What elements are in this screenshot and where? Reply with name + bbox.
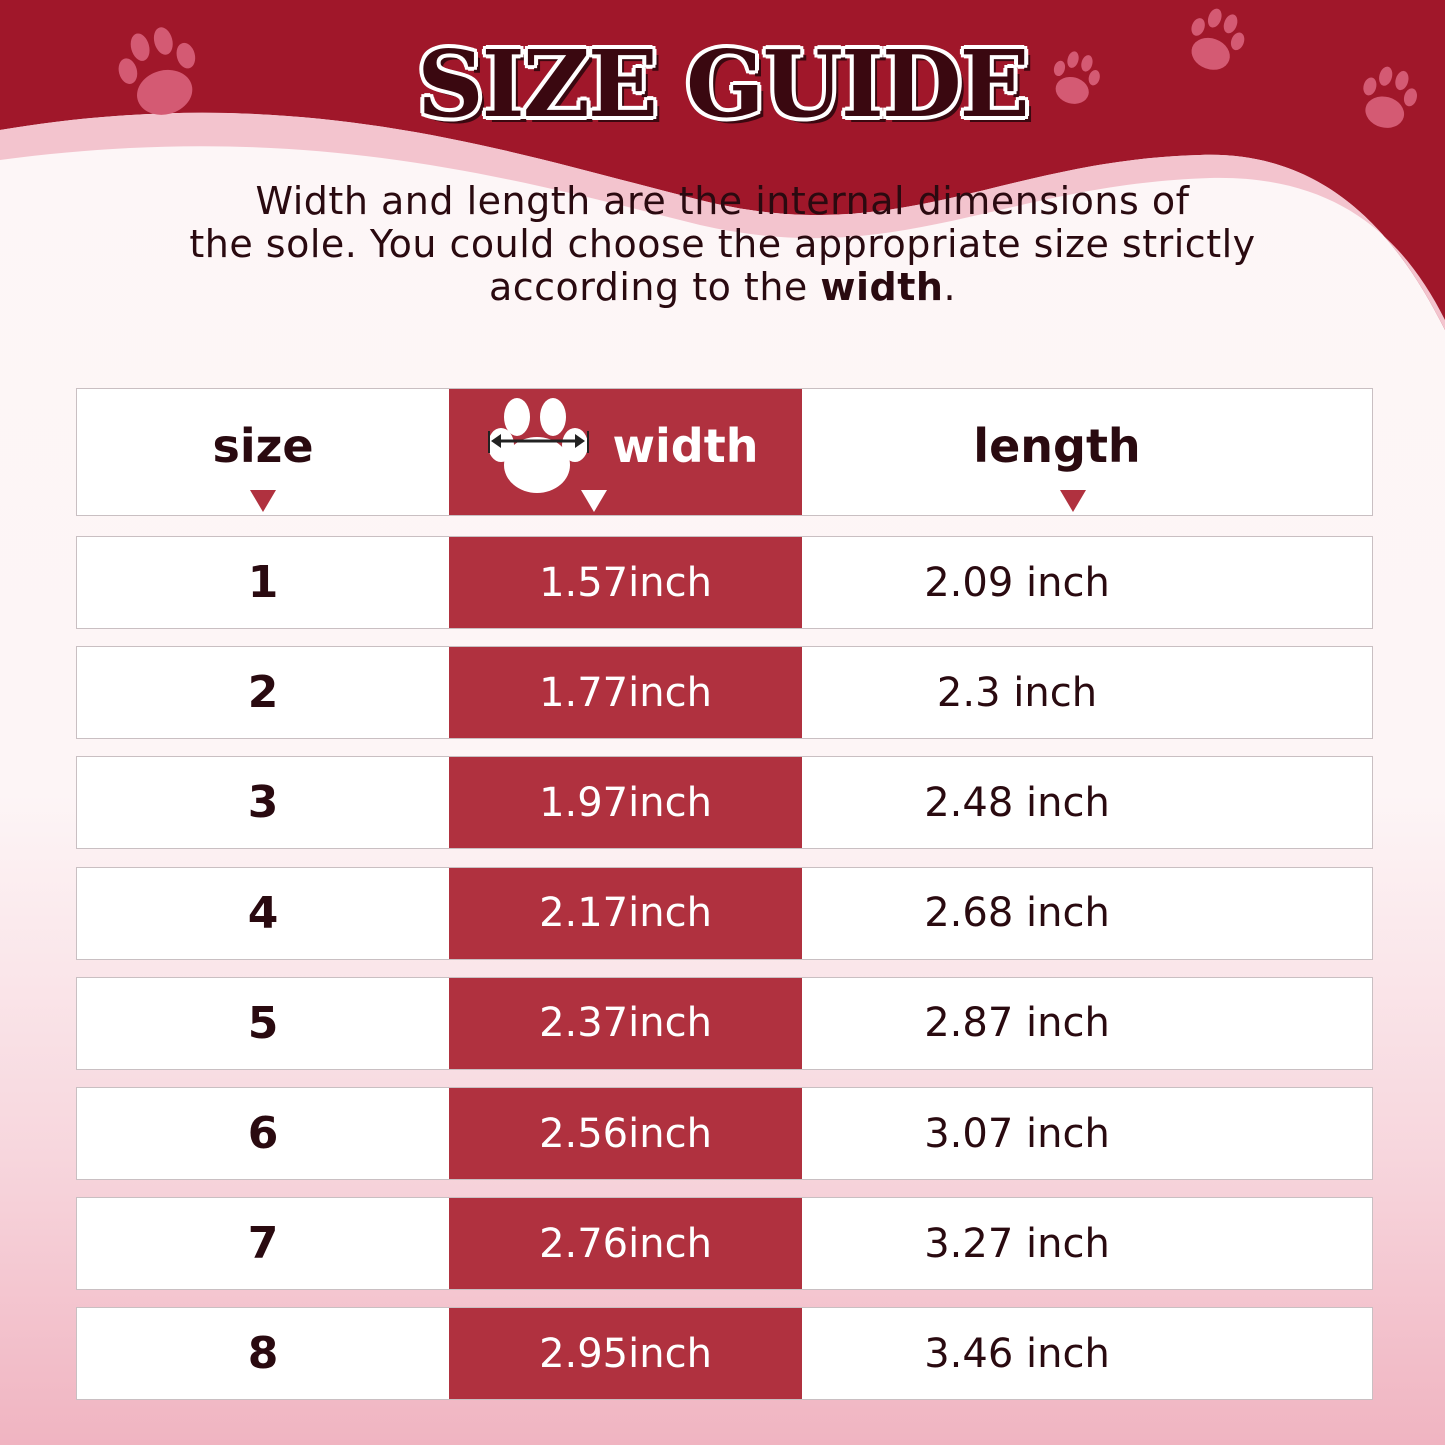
header-length-label: length <box>973 419 1141 473</box>
size-cell: 8 <box>247 1328 279 1380</box>
table-row: 8 2.95inch 3.46 inch <box>76 1307 1373 1401</box>
table-header: size width length <box>76 388 1373 516</box>
down-arrow-icon <box>1060 490 1086 512</box>
table-row: 6 2.56inch 3.07 inch <box>76 1087 1373 1180</box>
description-emphasis: width <box>820 265 944 309</box>
header-width-label: width <box>612 419 759 473</box>
width-cell: 2.56inch <box>449 1088 802 1179</box>
size-cell: 2 <box>247 667 279 719</box>
header-width: width <box>449 389 802 515</box>
table-row: 3 1.97inch 2.48 inch <box>76 756 1373 850</box>
size-cell: 1 <box>247 557 279 608</box>
width-cell: 1.97inch <box>449 757 802 849</box>
table-row: 7 2.76inch 3.27 inch <box>76 1197 1373 1291</box>
header-length: length <box>802 389 1372 515</box>
length-cell: 3.46 inch <box>924 1330 1110 1377</box>
length-cell: 3.27 inch <box>924 1220 1110 1267</box>
down-arrow-icon <box>250 490 276 512</box>
page-title: SIZE GUIDE <box>417 30 1030 138</box>
description-text: according to the <box>488 265 821 309</box>
description-line: Width and length are the internal dimens… <box>255 179 1190 223</box>
description-text: . <box>943 265 957 309</box>
length-cell: 2.3 inch <box>936 669 1098 716</box>
table-row: 5 2.37inch 2.87 inch <box>76 976 1373 1070</box>
description: Width and length are the internal dimens… <box>150 180 1295 309</box>
table-row: 1 1.57inch 2.09 inch <box>76 536 1373 629</box>
description-line: the sole. You could choose the appropria… <box>189 222 1256 266</box>
width-cell: 2.95inch <box>449 1308 802 1400</box>
width-cell: 2.37inch <box>449 977 802 1069</box>
paw-width-icon <box>488 398 589 493</box>
paw-print-icon <box>118 8 1417 128</box>
header-banner <box>0 0 1445 330</box>
length-cell: 2.68 inch <box>924 890 1110 937</box>
header-size: size <box>77 389 449 515</box>
table-row: 2 1.77inch 2.3 inch <box>76 646 1373 740</box>
size-cell: 5 <box>247 997 279 1049</box>
size-cell: 7 <box>247 1218 279 1270</box>
down-arrow-icon <box>580 490 607 512</box>
header-size-label: size <box>212 419 314 473</box>
size-cell: 4 <box>247 887 279 939</box>
size-cell: 3 <box>247 777 279 829</box>
width-cell: 1.77inch <box>449 647 802 739</box>
width-cell: 1.57inch <box>449 537 802 628</box>
width-cell: 2.76inch <box>449 1198 802 1290</box>
length-cell: 2.48 inch <box>924 779 1110 826</box>
length-cell: 2.09 inch <box>924 559 1110 606</box>
length-cell: 2.87 inch <box>924 1000 1110 1047</box>
description-line: according to the width. <box>150 266 1295 309</box>
length-cell: 3.07 inch <box>924 1110 1110 1157</box>
table-row: 4 2.17inch 2.68 inch <box>76 866 1373 960</box>
size-cell: 6 <box>247 1108 279 1159</box>
width-cell: 2.17inch <box>449 867 802 959</box>
